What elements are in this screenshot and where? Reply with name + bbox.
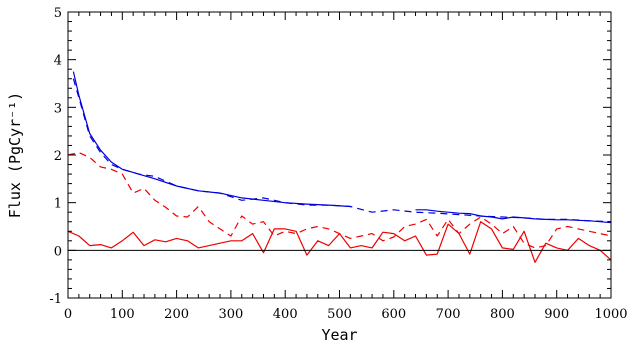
x-tick-label: 700 bbox=[436, 307, 461, 322]
y-tick-label: -1 bbox=[49, 292, 62, 307]
plot-frame bbox=[67, 11, 612, 299]
series-line-0-solid bbox=[72, 71, 351, 208]
x-tick-label: 500 bbox=[327, 307, 352, 322]
y-tick-label: 0 bbox=[54, 244, 62, 259]
x-tick-label: 1000 bbox=[594, 307, 627, 322]
y-tick-label: 5 bbox=[54, 6, 62, 21]
x-tick-label: 300 bbox=[218, 307, 243, 322]
y-axis-title: Flux (PgCyr⁻¹) bbox=[6, 92, 24, 218]
x-tick-label: 800 bbox=[490, 307, 515, 322]
axis-ticks bbox=[67, 11, 612, 299]
series-layer bbox=[67, 71, 612, 263]
y-tick-label: 3 bbox=[54, 101, 62, 116]
series-line-4-solid bbox=[67, 221, 612, 263]
x-tick-label: 400 bbox=[273, 307, 298, 322]
series-line-2-solid bbox=[415, 209, 612, 224]
x-tick-label: 900 bbox=[544, 307, 569, 322]
x-axis-title: Year bbox=[321, 326, 357, 344]
series-line-1-dashed bbox=[72, 78, 612, 223]
y-tick-label: 2 bbox=[54, 149, 62, 164]
y-tick-label: 4 bbox=[54, 54, 62, 69]
x-tick-label: 600 bbox=[381, 307, 406, 322]
x-tick-label: 200 bbox=[164, 307, 189, 322]
x-tick-label: 0 bbox=[64, 307, 72, 322]
x-tick-label: 100 bbox=[110, 307, 135, 322]
y-tick-label: 1 bbox=[54, 197, 62, 212]
